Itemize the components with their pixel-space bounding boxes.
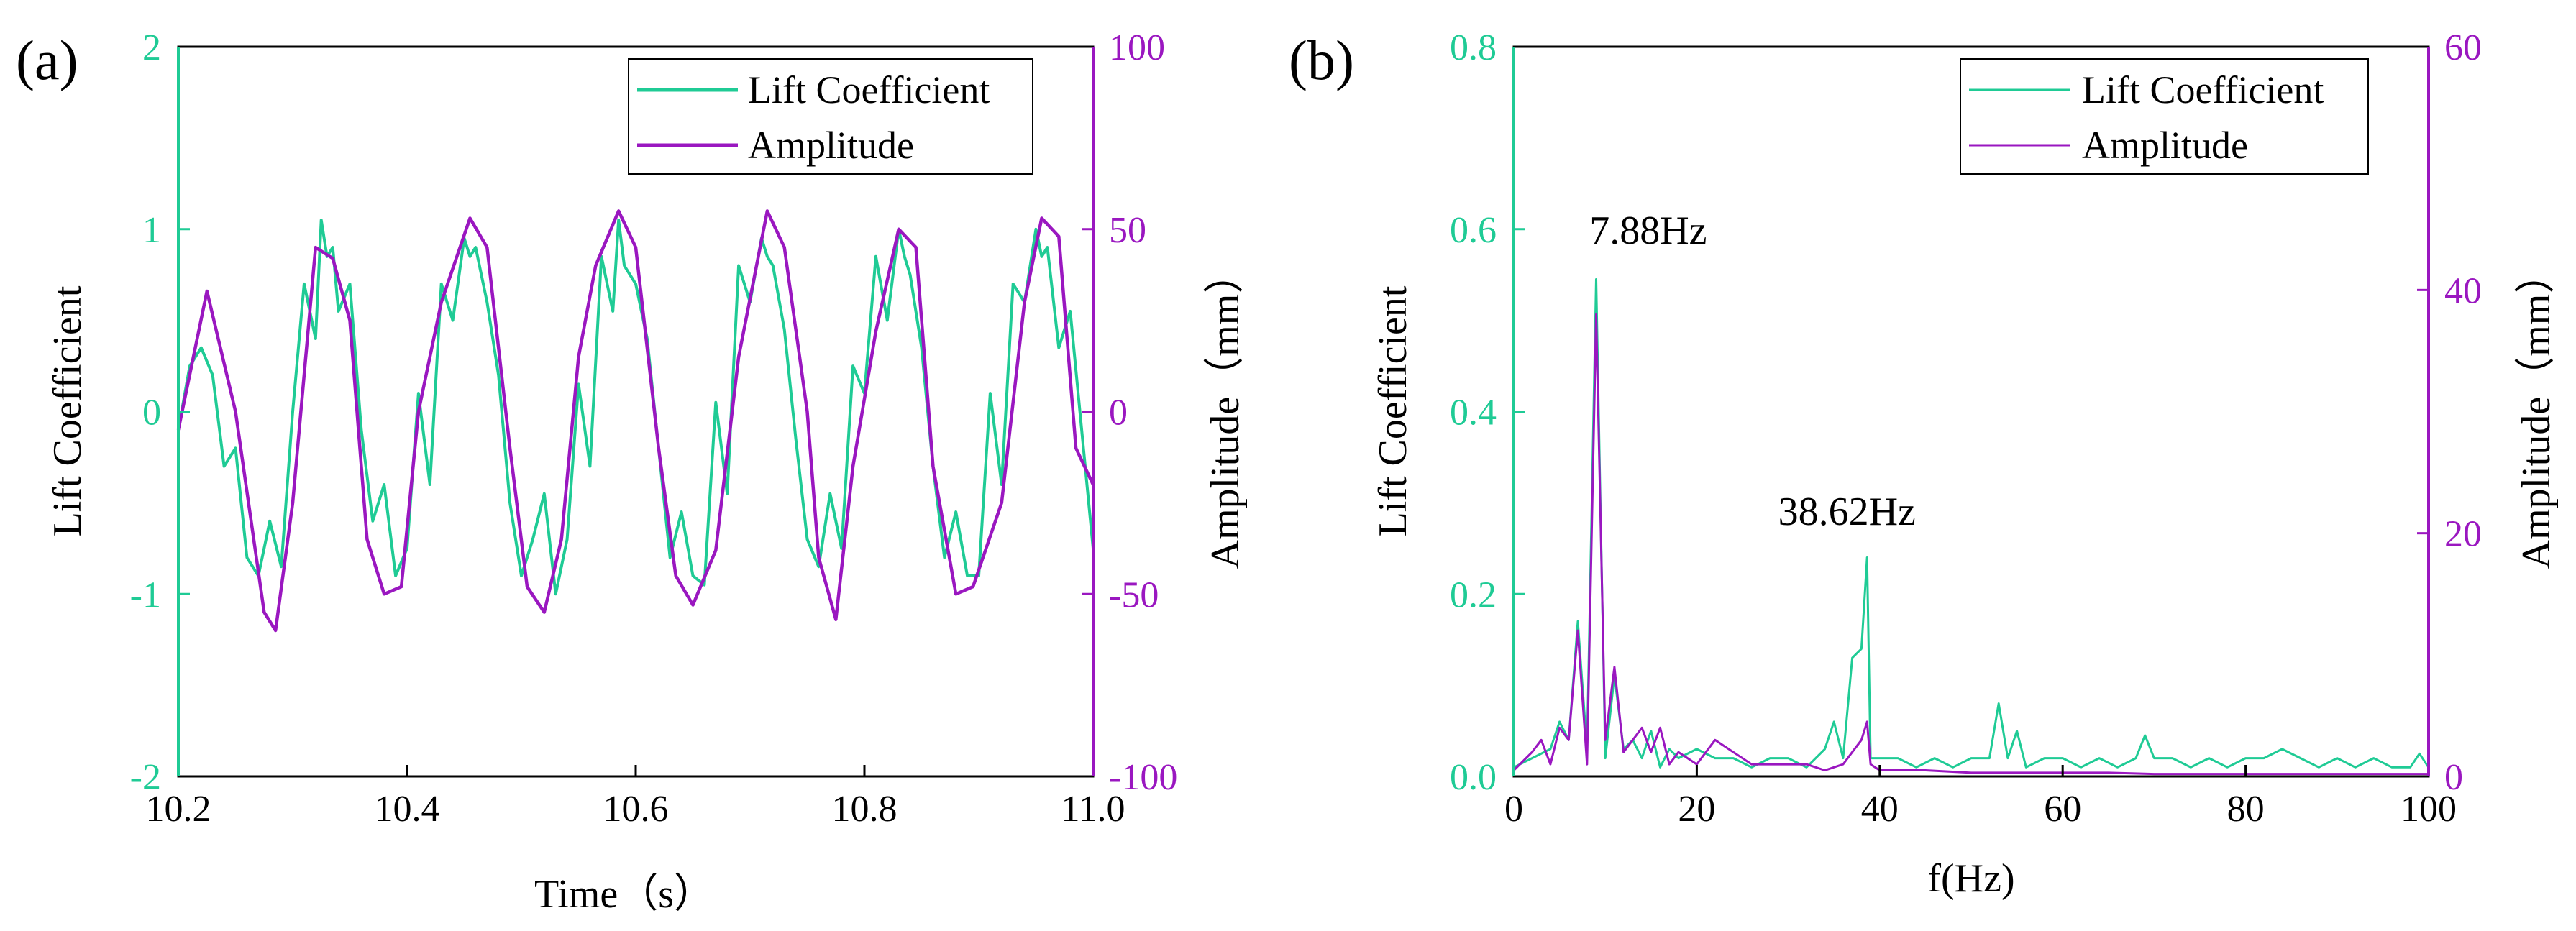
panel-a-right-tick-label: 0 [1109, 393, 1128, 434]
panel-b-x-tick-label: 0 [1504, 789, 1523, 830]
panel-b-x-tick-label: 40 [1861, 789, 1899, 830]
panel-a-label: (a) [16, 29, 78, 91]
panel-a-legend-box [628, 58, 1033, 175]
panel-b-legend: Lift Coefficient Amplitude [1960, 58, 2369, 175]
panel-a-data-lines [176, 209, 1095, 633]
panel-a-x-tick-label: 10.8 [832, 789, 898, 830]
panel-b-series-amplitude [1512, 313, 2429, 776]
panel-b-x-tick-label: 100 [2401, 789, 2457, 830]
panel-a-right-tick-label: -50 [1109, 574, 1159, 615]
panel-b-right-tick-label: 40 [2444, 270, 2482, 311]
annotation-peak-7-88hz: 7.88Hz [1589, 208, 1707, 253]
panel-a-series-lift-coefficient [177, 219, 1095, 596]
panel-b-legend-label-lift: Lift Coefficient [2082, 68, 2324, 111]
panel-a-right-tick-label: -100 [1109, 757, 1177, 798]
panel-a-left-tick-label: -1 [130, 574, 161, 615]
panel-a-x-tick-label: 10.4 [375, 789, 440, 830]
panel-a-right-tick-label: 50 [1109, 210, 1146, 251]
panel-a-right-axis-title: Amplitude（mm） [1203, 254, 1248, 569]
panel-a-left-tick-label: 2 [142, 27, 161, 68]
panel-b-label: (b) [1289, 29, 1354, 91]
panel-a-series-amplitude [176, 209, 1095, 633]
panel-a-x-tick-label: 10.6 [603, 789, 669, 830]
panel-b-right-tick-label: 20 [2444, 514, 2482, 555]
panel-b-frequency-spectrum: (b) 0 20 40 60 80 100 0.0 0.2 0.4 0.6 0.8 0 20 40 60 f… [1289, 27, 2559, 901]
panel-a-left-tick-label: 0 [142, 393, 161, 434]
panel-a-right-tick-label: 100 [1109, 27, 1165, 68]
panel-b-right-tick-label: 0 [2444, 757, 2463, 798]
panel-a-x-tick-label: 10.2 [146, 789, 211, 830]
panel-b-x-axis-title: f(Hz) [1927, 856, 2014, 901]
panel-b-x-tick-label: 80 [2227, 789, 2265, 830]
panel-a-ticks: 10.2 10.4 10.6 10.8 11.0 -2 -1 0 1 2 -100 -50 0 50 100 [130, 27, 1178, 830]
panel-b-left-tick-label: 0.0 [1450, 757, 1497, 798]
panel-a-left-tick-label: 1 [142, 210, 161, 251]
panel-a-lift-amplitude-time: (a) 10.2 10.4 10.6 10.8 11.0 -2 -1 0 1 2 -100 -50 0 5… [16, 27, 1248, 917]
panel-b-left-axis-title: Lift Coefficient [1371, 285, 1415, 536]
panel-a-legend-label-lift: Lift Coefficient [748, 68, 990, 111]
panel-b-left-tick-label: 0.4 [1450, 393, 1497, 434]
annotation-peak-38-62hz: 38.62Hz [1778, 490, 1916, 534]
panel-b-left-tick-label: 0.6 [1450, 210, 1497, 251]
panel-a-x-axis-title: Time（s） [534, 872, 714, 917]
panel-b-legend-box [1960, 58, 2369, 175]
panel-a-legend: Lift Coefficient Amplitude [628, 58, 1033, 175]
panel-b-legend-label-amplitude: Amplitude [2082, 124, 2248, 167]
panel-a-left-axis-title: Lift Coefficient [45, 285, 90, 536]
panel-b-left-tick-label: 0.8 [1450, 27, 1497, 68]
panel-b-left-tick-label: 0.2 [1450, 574, 1497, 615]
panel-b-x-tick-label: 60 [2044, 789, 2081, 830]
panel-a-x-tick-label: 11.0 [1061, 789, 1125, 830]
panel-a-left-tick-label: -2 [130, 757, 161, 798]
panel-a-legend-label-amplitude: Amplitude [748, 124, 914, 167]
panel-b-right-axis-title: Amplitude（mm） [2514, 254, 2559, 569]
panel-b-right-tick-label: 60 [2444, 27, 2482, 68]
panel-b-data-lines [1512, 278, 2430, 776]
panel-b-x-tick-label: 20 [1678, 789, 1715, 830]
